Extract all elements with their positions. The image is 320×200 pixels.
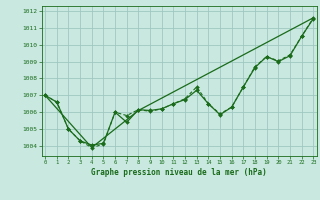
- X-axis label: Graphe pression niveau de la mer (hPa): Graphe pression niveau de la mer (hPa): [91, 168, 267, 177]
